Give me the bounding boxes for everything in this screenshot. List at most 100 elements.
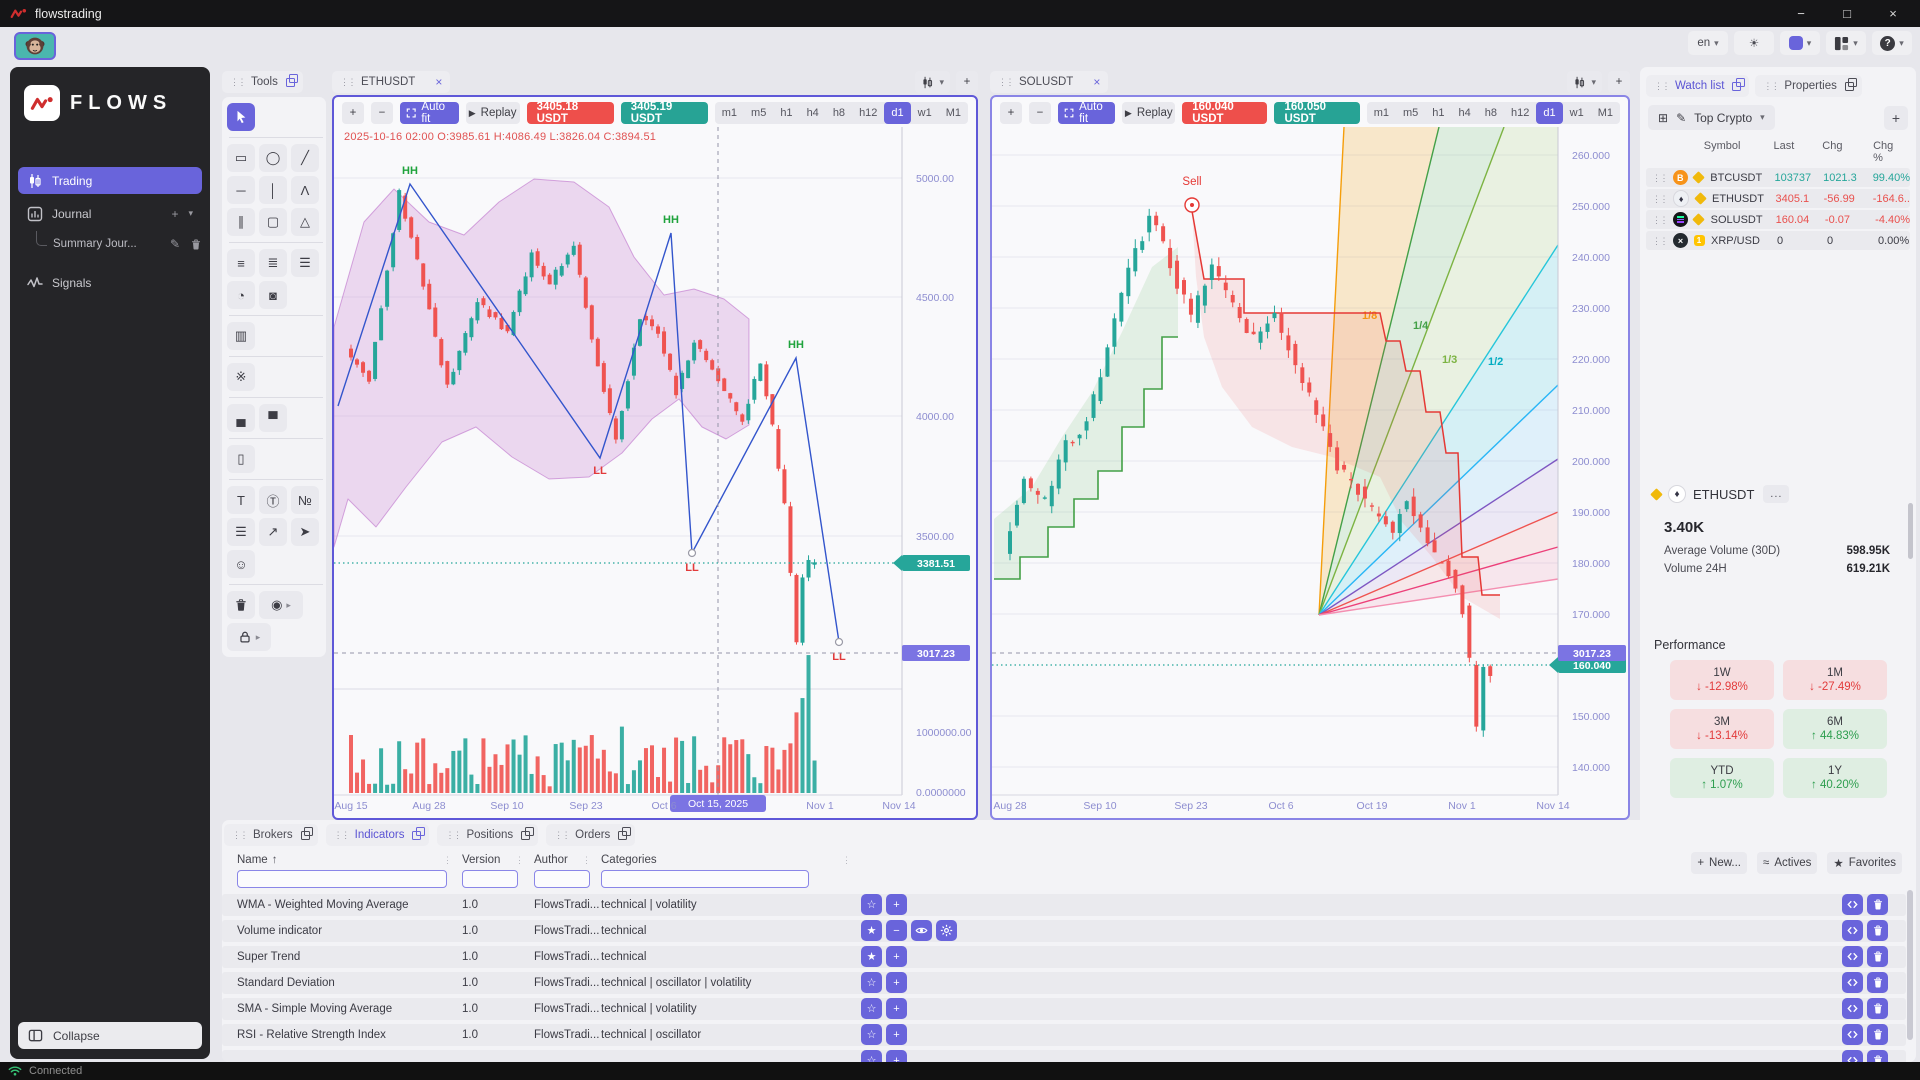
tool-signal-tool[interactable]: ※ bbox=[227, 363, 255, 391]
tool-text[interactable]: T bbox=[227, 486, 255, 514]
timeframe-h12[interactable]: h12 bbox=[859, 107, 878, 119]
favorite-button[interactable]: ☆ bbox=[861, 972, 882, 993]
bottom-tab-orders[interactable]: Orders bbox=[546, 824, 636, 846]
drag-handle-icon[interactable] bbox=[340, 76, 355, 88]
watchlist-row-XRP/USD[interactable]: × 1 XRP/USD 0 0 0.00% bbox=[1646, 231, 1910, 250]
delete-indicator-button[interactable] bbox=[1867, 920, 1888, 941]
zoom-in-button[interactable]: + bbox=[1000, 102, 1022, 124]
tools-panel-tab[interactable]: Tools bbox=[222, 71, 303, 93]
edit-journal-button[interactable]: ✎ bbox=[169, 237, 180, 251]
tool-horizontal-segment[interactable]: ─ bbox=[227, 176, 255, 204]
chart-area-solusdt[interactable]: + − Auto fit ▶ Replay 160.040 USDT 160.05… bbox=[990, 95, 1630, 820]
delete-indicator-button[interactable] bbox=[1867, 1050, 1888, 1062]
delete-indicator-button[interactable] bbox=[1867, 946, 1888, 967]
sidebar-item-trading[interactable]: Trading bbox=[18, 167, 202, 194]
journal-expand-chevron[interactable]: ▾ bbox=[188, 208, 193, 218]
favorite-button[interactable]: ☆ bbox=[861, 1024, 882, 1045]
chart-type-select[interactable]: ▾ bbox=[1567, 71, 1602, 93]
tool-fib-extension[interactable]: ≣ bbox=[259, 249, 287, 277]
collapse-sidebar-button[interactable]: Collapse bbox=[18, 1022, 202, 1049]
timeframe-M1[interactable]: M1 bbox=[945, 107, 962, 119]
filter-version-input[interactable] bbox=[462, 869, 518, 888]
source-code-button[interactable] bbox=[1842, 1050, 1863, 1062]
tool-trend-line[interactable]: ╱ bbox=[291, 144, 319, 172]
plus-button[interactable]: + bbox=[886, 972, 907, 993]
timeframe-m5[interactable]: m5 bbox=[751, 107, 767, 119]
solusdt-chart-canvas[interactable]: 1/81/41/31/2Sell260.000250.000240.000230… bbox=[992, 126, 1628, 813]
duplicate-panel-icon[interactable] bbox=[300, 827, 314, 840]
drag-handle-icon[interactable] bbox=[1654, 80, 1669, 92]
timeframe-w1[interactable]: w1 bbox=[1569, 107, 1584, 119]
timeframe-h1[interactable]: h1 bbox=[1432, 107, 1445, 119]
col-author[interactable]: Author bbox=[534, 854, 568, 866]
indicator-scrollbar[interactable] bbox=[1907, 890, 1913, 1040]
source-code-button[interactable] bbox=[1842, 894, 1863, 915]
chart-tab-solusdt[interactable]: SOLUSDT × bbox=[990, 71, 1109, 93]
tool-price-label[interactable]: № bbox=[291, 486, 319, 514]
tool-rect-anchors[interactable]: ▭ bbox=[227, 144, 255, 172]
timeframe-h1[interactable]: h1 bbox=[780, 107, 793, 119]
tool-parallel-lines[interactable]: ∥ bbox=[227, 208, 255, 236]
add-symbol-icon[interactable]: ⊞ bbox=[1658, 110, 1669, 125]
zoom-out-button[interactable]: − bbox=[1029, 102, 1051, 124]
tool-arrow[interactable]: ↗ bbox=[259, 518, 287, 546]
tool-gann-fan[interactable]: ◔ bbox=[227, 281, 255, 309]
tool-panel-bottom[interactable]: ▄ bbox=[227, 404, 255, 432]
zoom-in-button[interactable]: + bbox=[342, 102, 364, 124]
tool-rectangle[interactable]: ▢ bbox=[259, 208, 287, 236]
drag-handle-icon[interactable] bbox=[1652, 172, 1667, 184]
favorite-button[interactable]: ☆ bbox=[861, 998, 882, 1019]
close-button[interactable]: × bbox=[1889, 6, 1897, 21]
tool-triangle[interactable]: △ bbox=[291, 208, 319, 236]
tool-visibility-tool[interactable]: ◉ ▸ bbox=[259, 591, 303, 619]
source-code-button[interactable] bbox=[1842, 920, 1863, 941]
edit-group-icon[interactable]: ✎ bbox=[1676, 110, 1687, 125]
ask-price-badge[interactable]: 160.050 USDT bbox=[1274, 101, 1360, 125]
close-tab-icon[interactable]: × bbox=[1093, 75, 1101, 89]
auto-fit-button[interactable]: Auto fit bbox=[400, 101, 459, 125]
tool-emoji[interactable]: ☺ bbox=[227, 550, 255, 578]
indicator-row-sma[interactable]: SMA - Simple Moving Average 1.0 FlowsTradi… bbox=[222, 997, 1906, 1020]
watchlist-row-BTCUSDT[interactable]: B BTCUSDT 103737 1021.3 99.40% bbox=[1646, 168, 1910, 187]
plus-button[interactable]: + bbox=[886, 894, 907, 915]
source-code-button[interactable] bbox=[1842, 972, 1863, 993]
accent-color-select[interactable] bbox=[1780, 31, 1820, 55]
plus-button[interactable]: + bbox=[886, 946, 907, 967]
timeframe-m1[interactable]: m1 bbox=[1373, 107, 1390, 119]
add-chart-button[interactable]: + bbox=[1608, 71, 1630, 93]
maximize-button[interactable]: □ bbox=[1843, 6, 1851, 21]
add-watchlist-button[interactable]: + bbox=[1884, 105, 1908, 130]
ethusdt-chart-canvas[interactable]: HH LL HH LL HH LL 5000.00 4500.00 4000.00 3500.00… bbox=[333, 127, 976, 813]
tool-ruler[interactable]: ▯ bbox=[227, 445, 255, 473]
tool-pointer[interactable]: ➤ bbox=[291, 518, 319, 546]
delete-indicator-button[interactable] bbox=[1867, 1024, 1888, 1045]
watchlist-row-ETHUSDT[interactable]: ♦ ETHUSDT 3405.1 -56.99 -164.6.. bbox=[1646, 189, 1910, 208]
user-avatar[interactable] bbox=[14, 32, 56, 60]
close-tab-icon[interactable]: × bbox=[435, 75, 443, 89]
timeframe-d1[interactable]: d1 bbox=[1536, 102, 1563, 124]
col-categories[interactable]: Categories bbox=[601, 854, 657, 866]
delete-indicator-button[interactable] bbox=[1867, 998, 1888, 1019]
tool-lock-tool[interactable]: ▸ bbox=[227, 623, 271, 651]
tool-volume-profile[interactable]: ▥ bbox=[227, 322, 255, 350]
tool-fib-channel[interactable]: ☰ bbox=[291, 249, 319, 277]
plus-button[interactable]: + bbox=[886, 1050, 907, 1062]
bid-price-badge[interactable]: 160.040 USDT bbox=[1182, 101, 1268, 125]
details-scrollbar[interactable] bbox=[1908, 503, 1913, 559]
tool-fib-circle[interactable]: ◙ bbox=[259, 281, 287, 309]
duplicate-panel-icon[interactable] bbox=[618, 827, 631, 840]
journal-add-button[interactable]: + bbox=[171, 206, 179, 221]
favorite-button[interactable]: ☆ bbox=[861, 1050, 882, 1062]
source-code-button[interactable] bbox=[1842, 998, 1863, 1019]
timeframe-w1[interactable]: w1 bbox=[917, 107, 932, 119]
sidebar-item-summary-journal[interactable]: Summary Jour... ✎ bbox=[18, 230, 202, 255]
drag-handle-icon[interactable] bbox=[232, 829, 247, 841]
help-menu-button[interactable]: ? bbox=[1872, 31, 1912, 55]
tool-text-callout[interactable]: Ⓣ bbox=[259, 486, 287, 514]
plus-button[interactable]: + bbox=[886, 998, 907, 1019]
favorite-button[interactable]: ★ bbox=[861, 946, 882, 967]
gear-button[interactable] bbox=[936, 920, 957, 941]
tool-polyline[interactable]: Λ bbox=[291, 176, 319, 204]
indicator-row-standard[interactable]: Standard Deviation 1.0 FlowsTradi... techni… bbox=[222, 971, 1906, 994]
filter-author-input[interactable] bbox=[534, 869, 590, 888]
